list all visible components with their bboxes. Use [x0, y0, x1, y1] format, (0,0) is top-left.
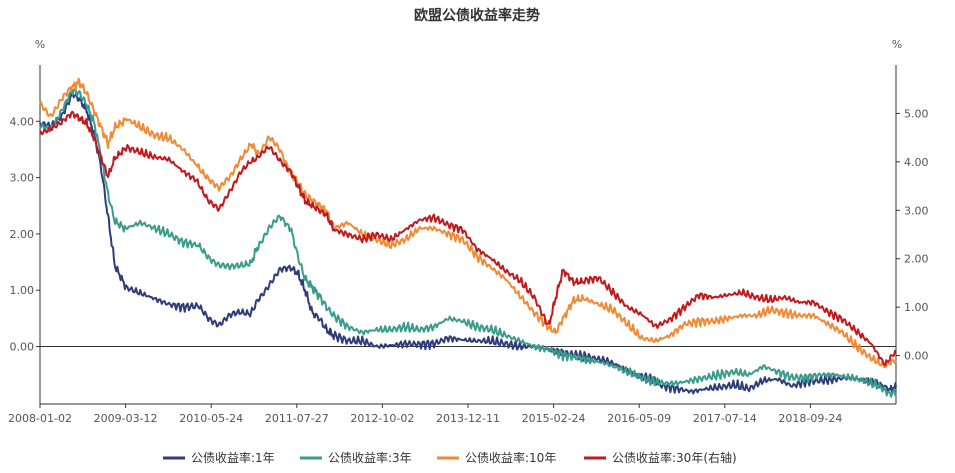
x-tick-label: 2009-03-12: [94, 412, 158, 425]
x-tick-label: 2016-05-09: [607, 412, 671, 425]
legend-label: 公债收益率:1年: [191, 450, 275, 465]
left-tick-label: 1.00: [10, 284, 35, 297]
legend-label: 公债收益率:10年: [465, 450, 556, 465]
legend-label: 公债收益率:30年(右轴): [612, 450, 737, 465]
series-line-3: [39, 77, 897, 369]
left-tick-label: 4.00: [10, 115, 35, 128]
right-tick-label: 0.00: [904, 350, 929, 363]
series-layer: [39, 77, 897, 398]
left-tick-label: 0.00: [10, 341, 35, 354]
x-tick-label: 2011-07-27: [265, 412, 329, 425]
series-line-4: [39, 110, 897, 367]
right-tick-label: 4.00: [904, 156, 929, 169]
chart-title: 欧盟公债收益率走势: [414, 7, 540, 24]
series-line-1: [39, 89, 897, 395]
x-tick-label: 2013-12-11: [436, 412, 500, 425]
legend-label: 公债收益率:3年: [328, 450, 412, 465]
x-tick-label: 2010-05-24: [179, 412, 243, 425]
right-tick-label: 1.00: [904, 301, 929, 314]
left-tick-label: 3.00: [10, 172, 35, 185]
axes: 4.00 3.00 2.00 1.00 0.00 5.00 4.00 3.00 2.00 1.00…: [8, 65, 929, 425]
x-tick-label: 2017-07-14: [693, 412, 757, 425]
x-tick-label: 2015-02-24: [522, 412, 586, 425]
left-axis-unit: %: [35, 38, 45, 51]
x-tick-label: 2012-10-02: [350, 412, 414, 425]
left-tick-label: 2.00: [10, 228, 35, 241]
legend: 公债收益率:1年 公债收益率:3年 公债收益率:10年 公债收益率:30年(右轴): [163, 450, 737, 465]
right-tick-label: 3.00: [904, 204, 929, 217]
x-tick-label: 2008-01-02: [8, 412, 72, 425]
right-axis-unit: %: [892, 38, 902, 51]
series-line-2: [39, 88, 897, 398]
right-tick-label: 5.00: [904, 107, 929, 120]
x-tick-label: 2018-09-24: [778, 412, 842, 425]
right-tick-label: 2.00: [904, 253, 929, 266]
